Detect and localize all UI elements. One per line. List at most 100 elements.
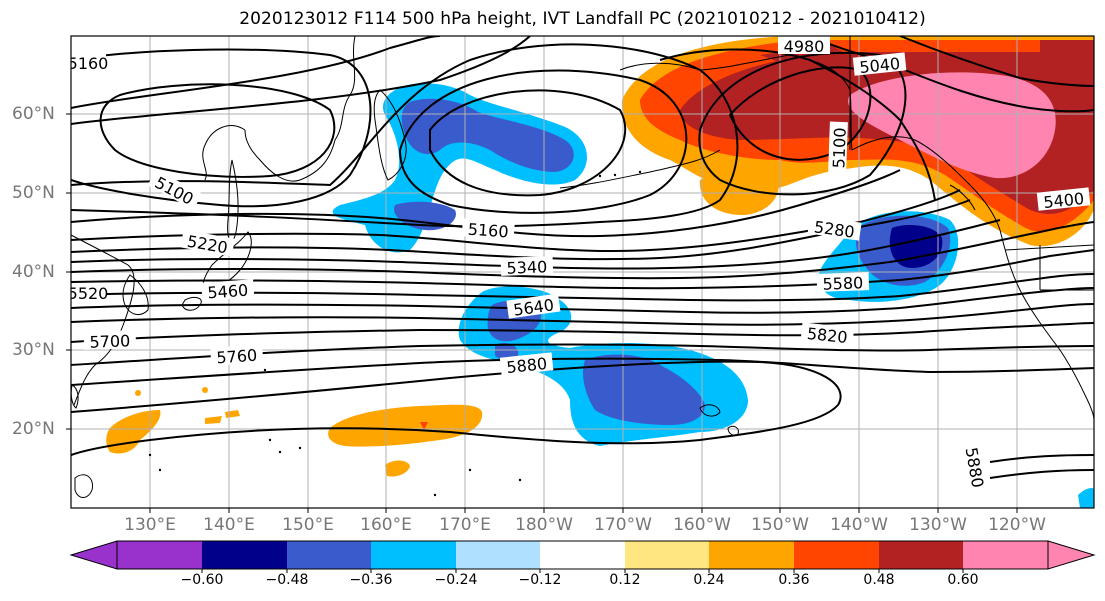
- shade-neg-ne-dark: [889, 225, 943, 268]
- colorbar-swatch: [540, 541, 625, 569]
- height-contours: [71, 36, 1094, 479]
- pacific-islands: [148, 170, 642, 497]
- contour-5880-se: [989, 454, 1094, 463]
- colorbar-tick-label: −0.12: [518, 572, 562, 588]
- coast-aleutians: [559, 149, 721, 189]
- colorbar-tick-label: 0.36: [778, 572, 810, 588]
- contour-low-bering-mid: [398, 69, 688, 214]
- lat-label: 60°N: [12, 104, 55, 124]
- contour-low-siberia-outer: [71, 48, 372, 208]
- shade-pos-ne-blue-corner: [1078, 487, 1094, 508]
- colorbar-swatch: [879, 541, 963, 569]
- contour-5700: [71, 322, 1094, 343]
- colorbar-tick-label: 0.60: [947, 572, 979, 588]
- colorbar-swatch: [287, 541, 371, 569]
- contour-label: 5580: [822, 273, 863, 293]
- contour-ne-1: [809, 36, 1094, 113]
- colorbar-tick-label: −0.60: [180, 572, 224, 588]
- colorbar-tick-label: 0.24: [693, 572, 725, 588]
- colorbar-swatch: [202, 541, 287, 569]
- coastlines: [71, 36, 1094, 498]
- lat-label: 40°N: [12, 262, 55, 282]
- lon-label: 130°W: [909, 515, 967, 535]
- shade-pos-sub-orange: [328, 404, 483, 447]
- contour-low-siberia-inner: [99, 83, 336, 178]
- border-canada-us: [1004, 244, 1094, 251]
- shade-pos-ne-orange-lobe: [699, 173, 779, 216]
- contour-north-2: [71, 36, 531, 125]
- colorbar-swatch: [69, 540, 118, 570]
- lon-label: 140°E: [203, 515, 255, 535]
- lon-label: 170°W: [594, 515, 652, 535]
- contour-label: 4980: [784, 37, 825, 56]
- contour-label: 5760: [216, 346, 258, 368]
- coast-hawaii: [699, 404, 721, 417]
- lon-label: 130°E: [124, 515, 176, 535]
- contour-label: 5460: [207, 281, 249, 303]
- contour-5760: [71, 343, 1094, 366]
- shade-pos-sub-orange2: [106, 410, 161, 454]
- contour-label: 5040: [858, 54, 900, 77]
- lon-label: 170°E: [439, 515, 491, 535]
- coast-gulf-alaska: [851, 136, 1001, 231]
- colorbar-outline: [116, 540, 1049, 570]
- contour-5400: [71, 221, 1094, 280]
- contour-label: 5100: [829, 127, 849, 168]
- coast-bc-islands: [949, 184, 976, 211]
- colorbar-tick-label: 0.48: [863, 572, 895, 588]
- contour-5340: [71, 219, 1001, 270]
- map-panel: 5220 5160 5100 5220 5460 5520 5700 5760 …: [68, 21, 1094, 508]
- shade-pos-sub-red: [420, 422, 428, 430]
- contour-label: 5700: [89, 331, 130, 351]
- contour-5520: [71, 273, 1094, 302]
- colorbar-swatch: [1047, 540, 1096, 570]
- shade-neg-sub-medium-c: [495, 343, 519, 361]
- shade-neg-nw-medium2: [394, 201, 456, 231]
- coast-west-us: [999, 229, 1094, 421]
- colorbar-swatch: [963, 541, 1048, 569]
- contour-ne-2: [899, 36, 1094, 87]
- shade-pos-ne-pink: [848, 72, 1056, 179]
- contour-5820: [71, 357, 1094, 386]
- colorbar-tick-label: −0.24: [434, 572, 478, 588]
- colorbar-swatch: [709, 541, 794, 569]
- map-title: 2020123012 F114 500 hPa height, IVT Land…: [239, 9, 926, 29]
- contour-label: 5340: [506, 257, 547, 277]
- colorbar-tick-label: −0.36: [349, 572, 393, 588]
- contour-5160: [71, 169, 901, 238]
- contour-5220: [71, 189, 961, 252]
- contour-label: 5400: [1042, 189, 1084, 212]
- contour-label: 5160: [467, 220, 509, 242]
- contour-label: 5820: [806, 324, 848, 347]
- contour-label: 5880: [505, 354, 547, 377]
- shade-pos-sub-dot2: [135, 390, 141, 396]
- colorbar-tick-label: −0.48: [265, 572, 309, 588]
- colorbar-swatch: [794, 541, 879, 569]
- colorbar-swatch: [371, 541, 456, 569]
- shade-pos-sub-dot: [202, 387, 208, 393]
- coast-alaska: [619, 54, 853, 151]
- lat-label: 20°N: [12, 419, 55, 439]
- colorbar-swatch: [117, 541, 202, 569]
- shade-pos-sub-orange4: [205, 416, 222, 424]
- contour-label: 5160: [68, 54, 109, 73]
- contour-5880-se2: [989, 469, 1094, 479]
- lon-label: 180°W: [515, 515, 573, 535]
- contour-alaska-low-2: [698, 51, 907, 196]
- shade-pos-ne-dark-streak: [760, 45, 860, 70]
- coast-korea: [122, 274, 149, 316]
- contour-low-bering-inner: [429, 89, 627, 197]
- colorbar-tick-label: 0.12: [609, 572, 641, 588]
- lon-label: 150°W: [751, 515, 809, 535]
- contour-label: 5220: [163, 21, 204, 40]
- lat-label: 30°N: [12, 340, 55, 360]
- lon-label: 160°E: [360, 515, 412, 535]
- colorbar-swatch: [625, 541, 709, 569]
- coast-kamchatka: [373, 89, 407, 181]
- lon-label: 160°W: [673, 515, 731, 535]
- contour-5640: [71, 303, 1094, 326]
- contour-5460: [71, 249, 1094, 290]
- contour-label: 5520: [68, 284, 109, 303]
- axis-ticks: [66, 113, 1018, 513]
